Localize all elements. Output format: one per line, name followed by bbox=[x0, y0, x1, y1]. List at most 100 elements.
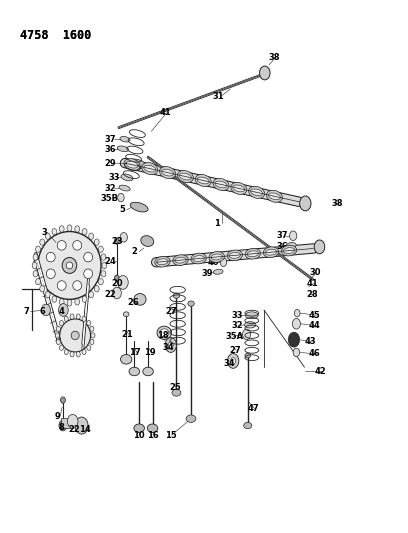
Ellipse shape bbox=[84, 252, 93, 262]
Circle shape bbox=[90, 340, 94, 345]
Text: 34: 34 bbox=[163, 343, 174, 352]
Text: 33: 33 bbox=[109, 173, 120, 182]
Ellipse shape bbox=[130, 203, 148, 212]
Ellipse shape bbox=[160, 329, 169, 337]
Ellipse shape bbox=[157, 259, 168, 265]
Ellipse shape bbox=[46, 269, 55, 279]
Circle shape bbox=[82, 229, 87, 235]
Ellipse shape bbox=[284, 248, 295, 254]
Circle shape bbox=[59, 226, 64, 232]
Circle shape bbox=[67, 225, 72, 231]
Text: 40: 40 bbox=[208, 258, 220, 266]
Circle shape bbox=[294, 310, 300, 317]
Text: 3: 3 bbox=[41, 228, 47, 237]
Text: 24: 24 bbox=[105, 257, 116, 265]
Text: 44: 44 bbox=[308, 321, 320, 330]
Text: 2: 2 bbox=[131, 247, 137, 256]
Circle shape bbox=[45, 292, 50, 298]
Ellipse shape bbox=[160, 166, 175, 179]
Circle shape bbox=[90, 326, 94, 332]
Ellipse shape bbox=[209, 252, 224, 262]
Circle shape bbox=[115, 275, 119, 281]
Circle shape bbox=[89, 292, 93, 298]
Ellipse shape bbox=[263, 247, 279, 257]
Circle shape bbox=[259, 66, 270, 80]
Text: 18: 18 bbox=[157, 331, 168, 340]
Circle shape bbox=[82, 349, 86, 354]
Text: 9: 9 bbox=[55, 411, 61, 421]
Text: 7: 7 bbox=[24, 307, 29, 316]
Text: 21: 21 bbox=[121, 330, 133, 339]
Circle shape bbox=[293, 318, 300, 329]
Ellipse shape bbox=[71, 331, 79, 340]
Ellipse shape bbox=[227, 250, 242, 261]
Circle shape bbox=[67, 415, 78, 428]
Circle shape bbox=[59, 298, 64, 305]
Text: 42: 42 bbox=[314, 367, 326, 376]
Text: 34: 34 bbox=[224, 359, 235, 367]
Ellipse shape bbox=[134, 424, 144, 432]
Circle shape bbox=[82, 316, 86, 321]
Ellipse shape bbox=[172, 389, 181, 396]
Ellipse shape bbox=[247, 251, 259, 257]
Ellipse shape bbox=[142, 163, 158, 175]
Ellipse shape bbox=[213, 179, 229, 190]
Circle shape bbox=[64, 349, 68, 354]
Ellipse shape bbox=[126, 161, 138, 168]
Circle shape bbox=[35, 278, 40, 285]
Ellipse shape bbox=[143, 367, 153, 376]
Circle shape bbox=[67, 300, 72, 306]
Text: 41: 41 bbox=[160, 108, 171, 117]
Text: 20: 20 bbox=[112, 279, 123, 288]
Circle shape bbox=[60, 345, 64, 350]
Circle shape bbox=[231, 358, 235, 364]
Ellipse shape bbox=[282, 245, 297, 256]
Text: 16: 16 bbox=[147, 431, 159, 440]
Ellipse shape bbox=[84, 269, 93, 279]
Text: 35B: 35B bbox=[101, 194, 119, 203]
Ellipse shape bbox=[134, 294, 146, 305]
Ellipse shape bbox=[124, 159, 140, 171]
Text: 35A: 35A bbox=[225, 332, 243, 341]
Circle shape bbox=[87, 320, 91, 326]
Text: 10: 10 bbox=[133, 431, 145, 440]
Ellipse shape bbox=[265, 249, 277, 255]
Text: 38: 38 bbox=[332, 199, 343, 208]
Ellipse shape bbox=[211, 254, 222, 260]
Circle shape bbox=[102, 262, 107, 269]
Circle shape bbox=[101, 271, 106, 277]
Circle shape bbox=[58, 304, 68, 317]
Ellipse shape bbox=[197, 177, 209, 184]
Ellipse shape bbox=[73, 281, 82, 290]
Text: 36: 36 bbox=[105, 146, 116, 155]
Circle shape bbox=[70, 352, 74, 357]
Ellipse shape bbox=[286, 243, 296, 248]
Ellipse shape bbox=[46, 252, 55, 262]
Text: 26: 26 bbox=[128, 298, 140, 307]
Circle shape bbox=[91, 333, 95, 338]
Ellipse shape bbox=[129, 367, 140, 376]
Text: 22: 22 bbox=[68, 425, 80, 434]
Ellipse shape bbox=[188, 301, 194, 306]
Text: 27: 27 bbox=[229, 346, 241, 355]
Circle shape bbox=[76, 314, 80, 319]
Ellipse shape bbox=[144, 165, 156, 172]
Circle shape bbox=[120, 232, 127, 242]
Circle shape bbox=[113, 287, 121, 299]
Circle shape bbox=[45, 233, 50, 239]
Ellipse shape bbox=[177, 171, 193, 182]
Circle shape bbox=[52, 296, 57, 302]
Text: 27: 27 bbox=[166, 307, 177, 316]
Text: 33: 33 bbox=[232, 311, 243, 320]
Bar bbox=[61, 418, 73, 427]
Circle shape bbox=[33, 254, 38, 260]
Circle shape bbox=[55, 333, 59, 338]
Ellipse shape bbox=[193, 256, 204, 262]
Ellipse shape bbox=[268, 193, 280, 200]
Circle shape bbox=[42, 304, 51, 316]
Circle shape bbox=[101, 254, 106, 260]
Circle shape bbox=[70, 314, 74, 319]
Circle shape bbox=[89, 233, 93, 239]
Circle shape bbox=[87, 345, 91, 350]
Text: 17: 17 bbox=[129, 348, 141, 357]
